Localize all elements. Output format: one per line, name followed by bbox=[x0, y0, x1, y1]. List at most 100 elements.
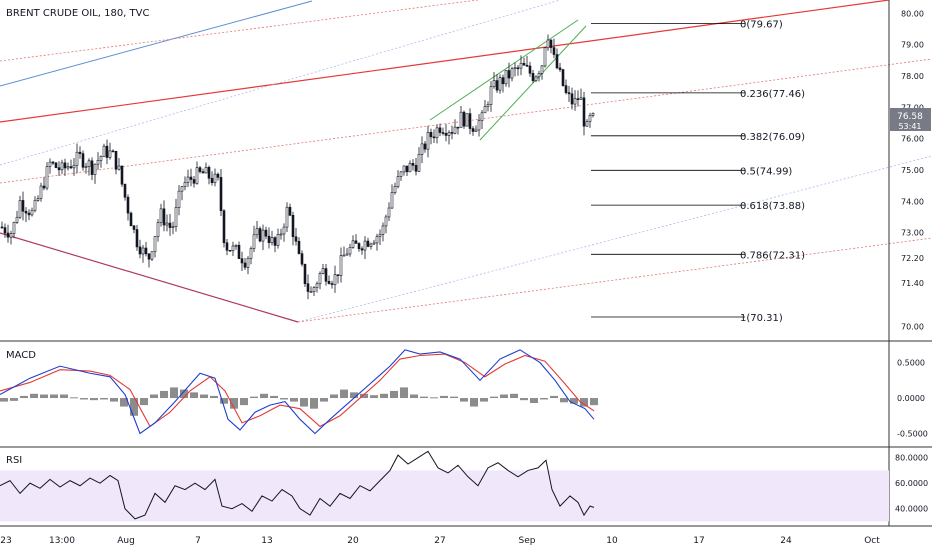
candle-body bbox=[183, 182, 187, 187]
blue-trend-line bbox=[0, 0, 313, 87]
macd-histogram-bar bbox=[340, 389, 348, 399]
candle-body bbox=[327, 280, 331, 284]
candle-body bbox=[99, 156, 103, 161]
candle-body bbox=[90, 160, 94, 175]
candle-body bbox=[372, 242, 376, 245]
candle-body bbox=[477, 120, 481, 131]
candle-body bbox=[180, 186, 184, 192]
price-axis[interactable]: 80.00 79.00 78.00 77.00 76.00 75.00 74.00 73.00… bbox=[901, 9, 924, 331]
candle-body bbox=[489, 86, 493, 105]
time-tick-label: 13 bbox=[261, 536, 272, 546]
candle-body bbox=[225, 242, 229, 251]
candle-body bbox=[381, 225, 385, 235]
macd-histogram-bar bbox=[230, 398, 238, 409]
candle-body bbox=[411, 163, 415, 166]
candle-body bbox=[270, 237, 274, 244]
rsi-axis[interactable]: 80.0000 60.0000 40.0000 bbox=[895, 454, 928, 514]
rsi-pane[interactable] bbox=[0, 450, 889, 522]
macd-histogram-bar bbox=[440, 395, 448, 399]
macd-axis[interactable]: 0.5000 0.0000 -0.5000 bbox=[897, 359, 928, 439]
candle-body bbox=[207, 166, 211, 179]
macd-histogram-bar bbox=[570, 398, 578, 404]
candle-body bbox=[447, 132, 451, 136]
price-pane[interactable]: 0(79.67) 0.236(77.46) 0.382(76.09) 0.5(74.9… bbox=[0, 0, 932, 324]
candle-body bbox=[237, 244, 241, 259]
candle-body bbox=[243, 262, 247, 268]
macd-histogram-bar bbox=[370, 395, 378, 399]
candle-body bbox=[429, 131, 433, 138]
rsi-tick-label: 60.0000 bbox=[895, 479, 928, 488]
macd-histogram-bar bbox=[80, 398, 88, 400]
candle-body bbox=[399, 171, 403, 177]
candle-body bbox=[309, 291, 313, 293]
candle-body bbox=[324, 268, 328, 282]
price-tick-label: 77.00 bbox=[901, 103, 924, 112]
candle-body bbox=[27, 212, 31, 216]
macd-histogram-bar bbox=[490, 396, 498, 399]
macd-histogram-bar bbox=[110, 398, 118, 402]
candle-body bbox=[246, 258, 250, 268]
blue-channel-dotted-lower bbox=[297, 155, 932, 323]
candle-body bbox=[456, 126, 460, 129]
candle-body bbox=[297, 240, 301, 254]
candle-body bbox=[57, 167, 61, 171]
macd-histogram-bar bbox=[300, 398, 308, 407]
candle-body bbox=[66, 166, 70, 169]
candle-body bbox=[384, 216, 388, 227]
candle-body bbox=[189, 176, 193, 180]
candle-body bbox=[279, 233, 283, 236]
candle-body bbox=[219, 177, 223, 212]
candle-body bbox=[24, 210, 28, 214]
macd-line bbox=[0, 349, 595, 435]
candle-body bbox=[261, 229, 265, 242]
candle-body bbox=[432, 136, 436, 139]
candle-body bbox=[33, 200, 37, 211]
candle-body bbox=[546, 39, 550, 49]
candle-body bbox=[96, 160, 100, 165]
macd-tick-label: -0.5000 bbox=[897, 429, 928, 438]
candle-body bbox=[420, 143, 424, 155]
candle-body bbox=[531, 73, 535, 81]
candle-body bbox=[507, 70, 511, 79]
candle-body bbox=[444, 133, 448, 136]
macd-histogram-bar bbox=[330, 394, 338, 399]
macd-histogram-bar bbox=[220, 398, 228, 404]
candle-body bbox=[588, 115, 592, 122]
candle-body bbox=[42, 185, 46, 189]
candle-body bbox=[78, 151, 82, 154]
candle-body bbox=[153, 236, 157, 253]
macd-histogram-bar bbox=[500, 394, 508, 399]
candle-body bbox=[18, 200, 22, 218]
candle-body bbox=[555, 54, 559, 69]
time-tick-label: 10 bbox=[606, 536, 618, 546]
macd-pane[interactable] bbox=[0, 349, 598, 435]
time-tick-label: 17 bbox=[693, 536, 704, 546]
macd-histogram-bar bbox=[200, 394, 208, 399]
candle-body bbox=[108, 150, 112, 158]
candle-body bbox=[117, 165, 121, 170]
fib-level-label: 0.5(74.99) bbox=[740, 166, 792, 177]
macd-histogram-bar bbox=[190, 392, 198, 399]
candle-body bbox=[480, 112, 484, 122]
macd-histogram-bar bbox=[510, 393, 518, 399]
candle-body bbox=[252, 234, 256, 249]
candle-body bbox=[423, 143, 427, 150]
candle-body bbox=[282, 226, 286, 235]
macd-histogram-bar bbox=[270, 395, 278, 399]
candle-body bbox=[462, 111, 466, 127]
macd-histogram-bar bbox=[90, 398, 98, 401]
candle-body bbox=[138, 246, 142, 255]
candle-body bbox=[288, 206, 292, 216]
candle-body bbox=[402, 165, 406, 173]
support-trend-line bbox=[0, 232, 299, 323]
macd-histogram-bar bbox=[60, 394, 68, 399]
candle-body bbox=[162, 208, 166, 226]
candle-body bbox=[342, 254, 346, 257]
time-axis[interactable]: 23 13:00 Aug 7 13 20 27 Sep 10 17 24 Oct bbox=[0, 536, 880, 546]
fibonacci-retracement[interactable]: 0(79.67) 0.236(77.46) 0.382(76.09) 0.5(74.9… bbox=[591, 20, 805, 324]
candle-body bbox=[360, 248, 364, 251]
candle-body bbox=[171, 226, 175, 228]
candle-body bbox=[75, 151, 79, 166]
macd-histogram-bar bbox=[70, 397, 78, 399]
